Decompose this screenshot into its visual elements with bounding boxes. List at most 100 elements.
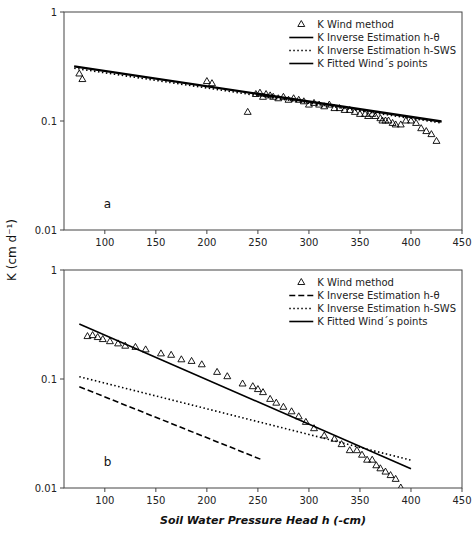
x-tick [104, 488, 105, 492]
scatter-point [346, 106, 353, 112]
x-axis-label: Soil Water Pressure Head h (-cm) [160, 514, 366, 527]
scatter-point [326, 101, 333, 107]
scatter-point [392, 475, 399, 481]
x-tick-label: 100 [95, 237, 114, 248]
y-tick-label: 0.01 [35, 225, 57, 236]
legend: K Wind method K Inverse Estimation h-θ K I… [289, 19, 456, 69]
x-tick [257, 488, 258, 492]
legend-label: K Fitted Wind´s points [317, 58, 427, 69]
scatter-point [273, 399, 280, 405]
legend-label: K Inverse Estimation h-SWS [317, 45, 456, 56]
legend-label: K Fitted Wind´s points [317, 316, 427, 327]
panel-label: a [104, 197, 111, 211]
scatter-point [203, 78, 210, 84]
scatter-point [331, 435, 338, 441]
scatter-point [397, 484, 404, 488]
scatter-point [408, 117, 415, 123]
x-tick-label: 200 [197, 495, 216, 506]
y-tick [60, 270, 64, 271]
x-tick-label: 200 [197, 237, 216, 248]
scatter-point [359, 451, 366, 457]
scatter-point [142, 346, 149, 352]
legend-line [289, 37, 313, 39]
y-tick [60, 12, 64, 13]
scatter-point [338, 441, 345, 447]
scatter-point [280, 93, 287, 99]
scatter-point [295, 413, 302, 419]
scatter-point [99, 336, 106, 342]
x-tick-label: 150 [146, 237, 165, 248]
scatter-point [94, 334, 101, 340]
x-tick-label: 150 [146, 495, 165, 506]
legend: K Wind methodK Inverse Estimation h-θK I… [289, 277, 456, 327]
x-tick [410, 230, 411, 234]
scatter-point [270, 93, 277, 99]
scatter-point [214, 368, 221, 374]
scatter-point [295, 96, 302, 102]
x-tick [104, 230, 105, 234]
x-tick [155, 230, 156, 234]
x-tick-label: 400 [401, 495, 420, 506]
scatter-point [353, 447, 360, 453]
legend-label: K Inverse Estimation h-θ [317, 32, 439, 43]
scatter-point [302, 418, 309, 424]
scatter-point [372, 112, 379, 118]
scatter-point [413, 119, 420, 125]
scatter-point [423, 128, 430, 134]
scatter-point [188, 357, 195, 363]
scatter-point [300, 98, 307, 104]
scatter-point [290, 95, 297, 101]
scatter-point [311, 99, 318, 105]
scatter-point [377, 465, 384, 471]
x-tick-label: 400 [401, 237, 420, 248]
scatter-point [132, 343, 139, 349]
scatter-point [369, 456, 376, 462]
scatter-point [254, 386, 261, 392]
scatter-point [115, 340, 122, 346]
scatter-point [157, 350, 164, 356]
scatter-point [351, 108, 358, 114]
panel: 1001502002503003504004500.010.11aK Wind … [35, 7, 472, 249]
legend-label: K Inverse Estimation h-SWS [317, 303, 456, 314]
scatter-point [280, 403, 287, 409]
scatter-point [249, 383, 256, 389]
x-tick [359, 230, 360, 234]
y-tick-label: 1 [51, 265, 57, 276]
scatter-point [122, 342, 129, 348]
scatter-point [267, 395, 274, 401]
x-tick [462, 488, 463, 492]
scatter-point [79, 76, 86, 82]
scatter-point [239, 380, 246, 386]
data-group [74, 66, 441, 143]
scatter-point [311, 425, 318, 431]
legend-label: K Wind method [317, 19, 394, 30]
scatter-point [198, 361, 205, 367]
x-tick [155, 488, 156, 492]
scatter-point [106, 338, 113, 344]
scatter-point [168, 351, 175, 357]
x-tick-label: 250 [248, 495, 267, 506]
x-tick-label: 350 [350, 237, 369, 248]
scatter-point [336, 105, 343, 111]
x-tick-label: 250 [248, 237, 267, 248]
scatter-point [260, 389, 267, 395]
chart-root: 1001502002503003504004500.010.11aK Wind … [0, 0, 474, 551]
y-tick-label: 0.01 [35, 483, 57, 494]
y-tick [60, 379, 64, 380]
scatter-point [387, 472, 394, 478]
x-tick [308, 230, 309, 234]
x-tick [257, 230, 258, 234]
scatter-point [316, 101, 323, 107]
plot-frame [64, 12, 462, 230]
scatter-point [178, 356, 185, 362]
x-tick [206, 230, 207, 234]
scatter-point [288, 408, 295, 414]
legend-line [289, 295, 313, 297]
scatter-point [244, 108, 251, 114]
legend-marker [298, 21, 305, 27]
x-tick [308, 488, 309, 492]
x-tick [206, 488, 207, 492]
x-tick [410, 488, 411, 492]
series-line [79, 387, 263, 460]
data-group [79, 324, 411, 488]
